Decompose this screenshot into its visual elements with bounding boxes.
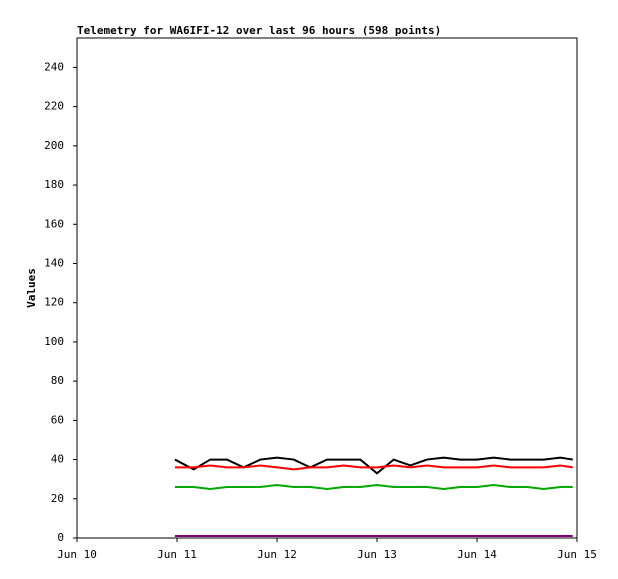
- y-tick-label: 240: [44, 60, 64, 73]
- y-axis-label: Values: [25, 268, 38, 308]
- y-tick-label: 180: [44, 178, 64, 191]
- y-tick-label: 20: [51, 492, 64, 505]
- y-tick-label: 120: [44, 296, 64, 309]
- x-tick-label: Jun 11: [157, 548, 197, 561]
- y-tick-label: 140: [44, 256, 64, 269]
- y-tick-label: 160: [44, 217, 64, 230]
- series-line: [174, 464, 573, 471]
- y-tick-label: 40: [51, 453, 64, 466]
- plot-frame: [76, 37, 578, 539]
- y-tick-label: 200: [44, 139, 64, 152]
- chart-title: Telemetry for WA6IFI-12 over last 96 hou…: [77, 24, 441, 37]
- y-tick-label: 220: [44, 100, 64, 113]
- y-tick-label: 100: [44, 335, 64, 348]
- x-tick-label: Jun 13: [357, 548, 397, 561]
- x-tick-label: Jun 12: [257, 548, 297, 561]
- series-line: [174, 484, 573, 490]
- y-tick-label: 0: [57, 531, 64, 544]
- x-tick-label: Jun 15: [557, 548, 597, 561]
- x-tick-label: Jun 10: [57, 548, 97, 561]
- y-tick-label: 80: [51, 374, 64, 387]
- x-tick-label: Jun 14: [457, 548, 497, 561]
- y-tick-label: 60: [51, 413, 64, 426]
